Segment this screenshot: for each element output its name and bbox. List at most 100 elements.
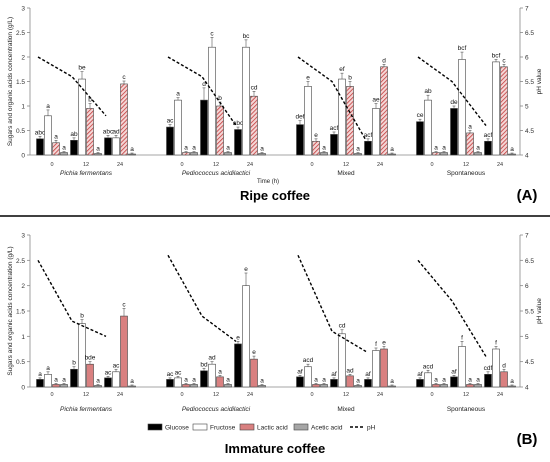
- left-tick-label: 2: [21, 283, 25, 290]
- significance-letter: de: [450, 99, 458, 106]
- bar-acetic: [128, 153, 136, 156]
- panel-a: 0 0.5 1 1.5 2 2.5 3 4 4.5 5 5.5 6 6.5 7 Sugars and org…: [7, 6, 543, 205]
- ph-line: [417, 259, 487, 357]
- significance-letter: a: [434, 145, 438, 152]
- time-tick-label: 12: [343, 162, 349, 168]
- right-tick-label: 5.5: [525, 309, 534, 316]
- significance-letter: a: [226, 145, 230, 152]
- significance-letter: a: [96, 146, 100, 153]
- bar-glucose: [416, 121, 424, 156]
- significance-letter: bde: [85, 355, 96, 362]
- bar-glucose: [364, 379, 372, 388]
- significance-letter: bd: [200, 361, 208, 368]
- time-tick-label: 0: [180, 162, 183, 168]
- group-label: Spontaneous: [447, 406, 486, 413]
- bar-glucose: [166, 126, 174, 156]
- legend-swatch-lactic: [239, 423, 255, 431]
- bar-glucose: [330, 379, 338, 388]
- bar-acetic: [60, 384, 68, 388]
- significance-letter: acf: [330, 125, 339, 132]
- bar-glucose: [234, 343, 242, 388]
- significance-letter: abc: [35, 129, 46, 136]
- significance-letter: be: [78, 65, 86, 72]
- significance-letter: af: [331, 371, 337, 378]
- group-label: Pichia fermentans: [60, 170, 113, 177]
- bar-lactic: [120, 83, 128, 156]
- significance-letter: e: [252, 349, 256, 356]
- significance-letter: bcf: [458, 45, 467, 52]
- legend-swatch-acetic: [293, 423, 309, 431]
- time-tick-label: 24: [117, 392, 123, 398]
- bar-acetic: [190, 152, 198, 156]
- y-axis-label: Sugars and organic acids concentration (…: [7, 246, 14, 375]
- significance-letter: ad: [208, 355, 216, 362]
- bar-lactic: [182, 384, 190, 388]
- bar-lactic: [432, 152, 440, 156]
- right-tick-label: 6: [525, 55, 529, 62]
- bar-fructose: [424, 372, 432, 388]
- bar-acetic: [94, 385, 102, 388]
- bar-acetic: [388, 385, 396, 388]
- panel-letter: (A): [517, 187, 538, 204]
- significance-letter: a: [176, 91, 180, 98]
- bar-fructose: [174, 377, 182, 388]
- time-tick-label: 12: [463, 162, 469, 168]
- bar-glucose: [104, 137, 112, 156]
- time-tick-label: 12: [343, 392, 349, 398]
- left-tick-label: 1.5: [16, 79, 25, 86]
- bar-lactic: [182, 152, 190, 156]
- bar-glucose: [200, 370, 208, 388]
- panel-subtitle: Immature coffee: [225, 441, 325, 456]
- legend-swatch-fructose: [192, 423, 208, 431]
- bar-glucose: [234, 129, 242, 156]
- time-tick-label: 12: [213, 392, 219, 398]
- right-tick-label: 4: [525, 153, 529, 160]
- time-tick-label: 12: [213, 162, 219, 168]
- bar-glucose: [166, 379, 174, 388]
- significance-letter: a: [390, 146, 394, 153]
- bar-lactic: [346, 375, 354, 388]
- bar-fructose: [338, 78, 346, 156]
- bar-acetic: [474, 152, 482, 156]
- significance-letter: cdf: [484, 365, 493, 372]
- significance-letter: a: [442, 145, 446, 152]
- bar-glucose: [450, 376, 458, 388]
- bar-acetic: [190, 384, 198, 388]
- significance-letter: e: [236, 334, 240, 341]
- significance-letter: c: [210, 30, 214, 37]
- significance-letter: ac: [167, 118, 175, 125]
- significance-letter: d: [202, 81, 206, 88]
- legend-label-acetic: Acetic acid: [311, 425, 343, 432]
- ph-line: [167, 254, 237, 342]
- right-tick-label: 4.5: [525, 359, 534, 366]
- significance-letter: acd: [303, 357, 314, 364]
- ph-line: [417, 56, 487, 127]
- time-tick-label: 0: [430, 392, 433, 398]
- bar-fructose: [304, 366, 312, 388]
- significance-letter: af: [297, 368, 303, 375]
- significance-letter: a: [356, 146, 360, 153]
- bar-lactic: [216, 376, 224, 388]
- panel-letter: (B): [517, 431, 538, 448]
- ph-line: [297, 56, 367, 141]
- right-tick-label: 5: [525, 334, 529, 341]
- bar-fructose: [242, 285, 250, 388]
- significance-letter: a: [476, 376, 480, 383]
- bar-fructose: [208, 46, 216, 156]
- bar-acetic: [224, 384, 232, 388]
- time-tick-label: 0: [310, 162, 313, 168]
- y-axis-label: Sugars and organic acids concentration (…: [7, 17, 14, 146]
- y-axis-right-label: pH value: [536, 68, 543, 94]
- left-tick-label: 1.5: [16, 309, 25, 316]
- time-tick-label: 0: [430, 162, 433, 168]
- bar-fructose: [304, 86, 312, 156]
- bar-fructose: [492, 61, 500, 156]
- significance-letter: f: [495, 339, 497, 346]
- bar-lactic: [346, 86, 354, 156]
- significance-letter: c: [122, 74, 126, 81]
- bar-glucose: [484, 140, 492, 156]
- bar-lactic: [466, 132, 474, 156]
- y-axis-right-label: pH value: [536, 298, 543, 324]
- bar-lactic: [86, 363, 94, 388]
- significance-letter: e: [382, 339, 386, 346]
